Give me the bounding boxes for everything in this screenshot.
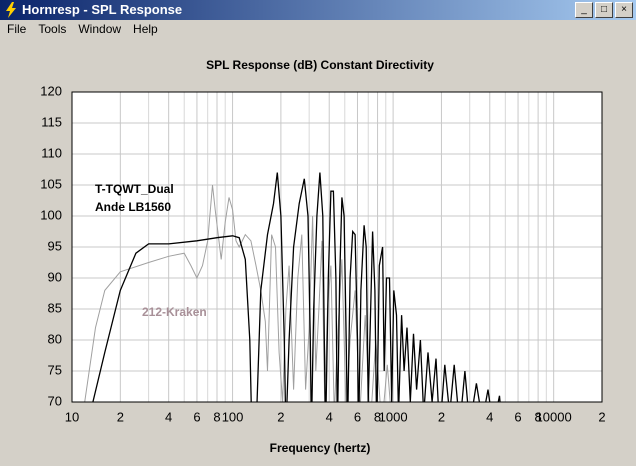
y-tick-label: 120 — [40, 83, 62, 98]
x-tick-label: 100 — [222, 409, 244, 424]
x-tick-label: 8 — [374, 409, 381, 424]
minimize-button[interactable]: _ — [575, 2, 593, 18]
y-tick-label: 95 — [48, 238, 62, 253]
y-tick-label: 90 — [48, 269, 62, 284]
x-tick-label: 10 — [65, 409, 79, 424]
x-tick-label: 2 — [598, 409, 605, 424]
x-tick-label: 2 — [438, 409, 445, 424]
chart: SPL Response (dB) Constant Directivity F… — [40, 58, 605, 455]
x-tick-label: 2 — [277, 409, 284, 424]
y-tick-label: 80 — [48, 331, 62, 346]
window-title: Hornresp - SPL Response — [22, 2, 183, 17]
chart-title: SPL Response (dB) Constant Directivity — [206, 58, 434, 72]
close-button[interactable]: × — [615, 2, 633, 18]
y-tick-label: 100 — [40, 207, 62, 222]
menu-item[interactable]: Help — [133, 22, 158, 36]
x-tick-label: 1000 — [379, 409, 408, 424]
app-icon — [6, 2, 16, 18]
series-label: T-TQWT_Dual — [95, 182, 174, 196]
x-tick-label: 2 — [117, 409, 124, 424]
y-tick-label: 110 — [41, 145, 62, 160]
series-line — [92, 172, 501, 402]
window-buttons: _ □ × — [573, 2, 633, 18]
series-line — [84, 184, 391, 402]
x-tick-label: 10000 — [536, 409, 572, 424]
annotation: Ande LB1560 — [95, 200, 171, 214]
y-tick-label: 85 — [48, 300, 62, 315]
maximize-button[interactable]: □ — [595, 2, 613, 18]
x-tick-label: 6 — [514, 409, 521, 424]
x-tick-label: 4 — [326, 409, 333, 424]
series-label: 212-Kraken — [142, 305, 207, 319]
y-tick-label: 75 — [48, 362, 62, 377]
series-group — [84, 172, 501, 402]
x-axis-label: Frequency (hertz) — [270, 441, 371, 455]
menu-item[interactable]: Window — [78, 22, 122, 36]
x-tick-label: 8 — [534, 409, 541, 424]
menu-item[interactable]: File — [7, 22, 27, 36]
menu-bar: File Tools Window Help — [0, 20, 636, 39]
y-tick-label: 105 — [40, 176, 62, 191]
y-tick-label: 70 — [48, 393, 62, 408]
plot-border — [71, 91, 603, 403]
title-bar: Hornresp - SPL Response _ □ × — [0, 0, 636, 20]
x-tick-label: 6 — [354, 409, 361, 424]
menu-item[interactable]: Tools — [38, 22, 67, 36]
x-tick-label: 4 — [486, 409, 493, 424]
y-tick-label: 115 — [41, 114, 62, 129]
x-tick-label: 4 — [165, 409, 172, 424]
x-tick-label: 8 — [213, 409, 220, 424]
x-tick-label: 6 — [193, 409, 200, 424]
